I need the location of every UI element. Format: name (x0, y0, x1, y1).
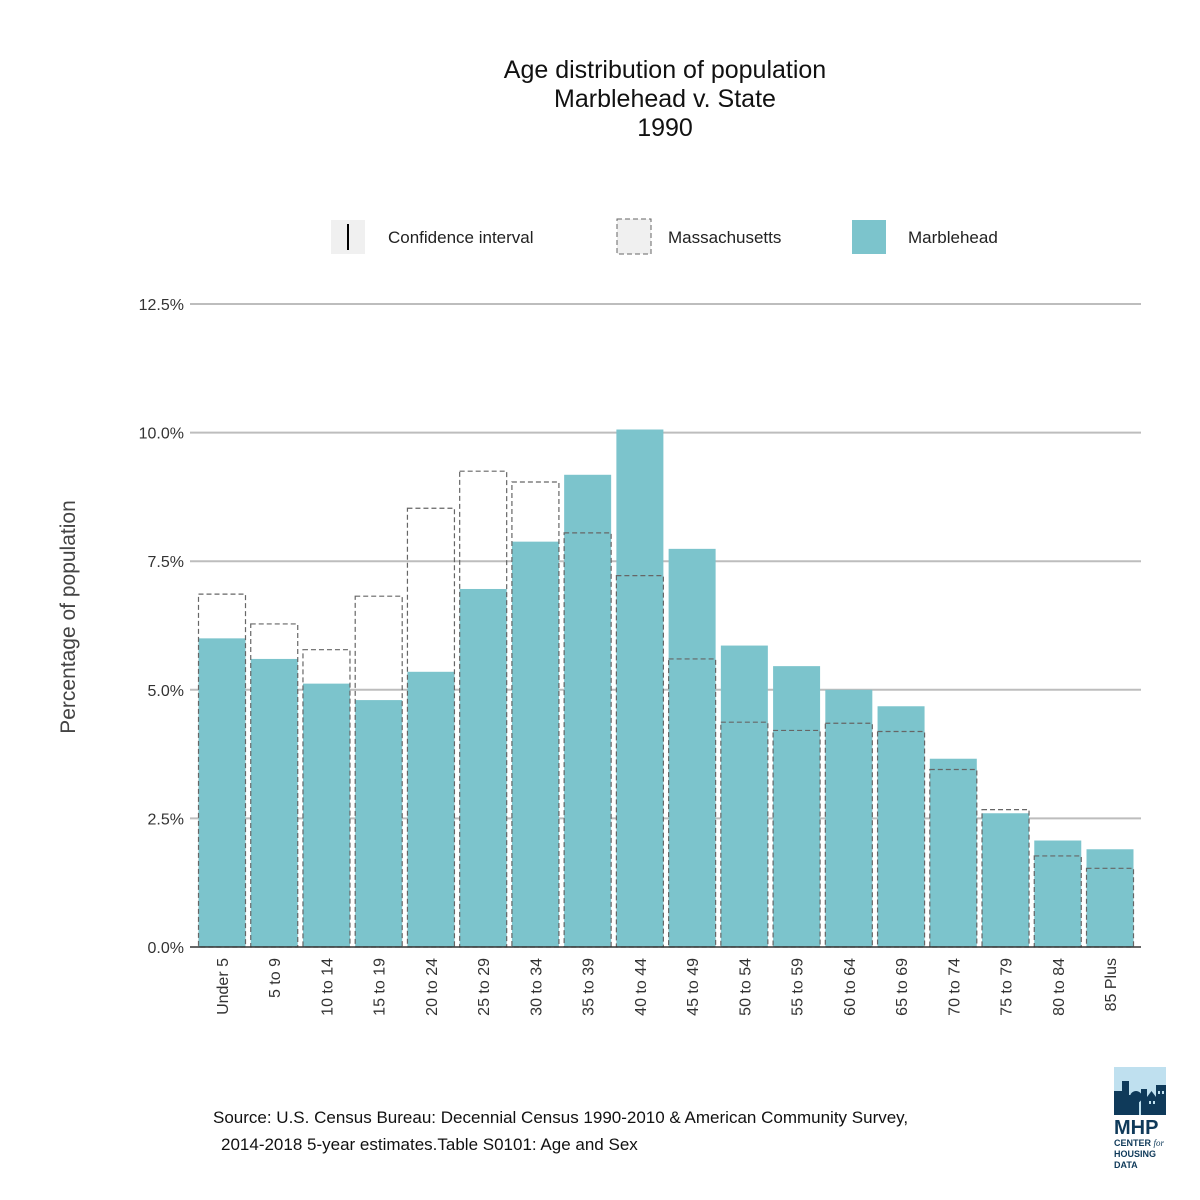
logo-sub2: HOUSING DATA (1114, 1149, 1157, 1170)
town-bar (302, 683, 350, 947)
town-bar (929, 758, 977, 947)
chart-title-line2: Marblehead v. State (554, 85, 776, 113)
legend: Confidence interval Massachusetts Marble… (331, 218, 998, 255)
logo-sub1-text: CENTER (1114, 1138, 1152, 1148)
legend-state-key (616, 218, 652, 255)
chart-title-line3: 1990 (637, 114, 693, 142)
legend-state-label: Massachusetts (668, 228, 781, 247)
town-bar (668, 548, 716, 947)
legend-ci-label: Confidence interval (388, 228, 534, 247)
town-bar (459, 588, 507, 947)
x-tick-label: 20 to 24 (424, 958, 441, 1016)
town-bar (407, 671, 455, 947)
state-bar (772, 729, 821, 948)
state-bar (354, 595, 403, 948)
skyline-icon (1114, 1067, 1166, 1115)
legend-town-key (852, 220, 886, 254)
x-tick-label: 70 to 74 (946, 958, 963, 1016)
x-tick-label: Under 5 (215, 958, 232, 1015)
state-bar (406, 507, 456, 948)
x-tick-label: 30 to 34 (528, 958, 545, 1016)
town-bar (773, 666, 821, 947)
x-tick-label: 15 to 19 (372, 958, 389, 1016)
state-bar (929, 768, 978, 948)
x-tick-label: 45 to 49 (685, 958, 702, 1016)
y-tick-label: 12.5% (139, 297, 184, 314)
x-tick-label: 35 to 39 (581, 958, 598, 1016)
y-tick-label: 2.5% (148, 811, 184, 828)
x-tick-label: 5 to 9 (267, 958, 284, 998)
town-bars (198, 429, 1134, 947)
x-tick-label: 80 to 84 (1051, 958, 1068, 1016)
x-tick-label: 65 to 69 (894, 958, 911, 1016)
town-bar (564, 474, 612, 947)
y-tick-label: 0.0% (148, 940, 184, 957)
town-bar (877, 706, 925, 947)
x-tick-label: 40 to 44 (633, 958, 650, 1016)
source-note: Source: U.S. Census Bureau: Decennial Ce… (213, 1104, 908, 1158)
legend-town-label: Marblehead (908, 228, 998, 247)
x-tick-label: 10 to 14 (319, 958, 336, 1016)
mhp-logo: MHP CENTER for HOUSING DATA (1114, 1067, 1166, 1171)
y-tick-label: 5.0% (148, 683, 184, 700)
chart-title: Age distribution of population Marblehea… (0, 56, 1200, 143)
logo-sub1: CENTER for (1114, 1138, 1166, 1149)
x-tick-label: 60 to 64 (842, 958, 859, 1016)
state-bar (981, 809, 1030, 948)
state-bar (876, 730, 926, 948)
source-line1: Source: U.S. Census Bureau: Decennial Ce… (213, 1108, 909, 1127)
town-bar (198, 638, 246, 947)
chart-title-line1: Age distribution of population (503, 56, 827, 84)
x-tick-label: 50 to 54 (737, 958, 754, 1016)
town-bar (1086, 849, 1134, 947)
town-bar (250, 658, 298, 947)
town-bar (720, 645, 768, 947)
y-tick-label: 10.0% (139, 426, 184, 443)
x-tick-labels: Under 5 5 to 9 10 to 14 15 to 19 20 to 24 25 … (215, 958, 1120, 1016)
state-bar (302, 649, 351, 948)
town-bar (511, 541, 559, 947)
x-tick-label: 25 to 29 (476, 958, 493, 1016)
town-bar (616, 429, 664, 947)
town-bar (982, 813, 1030, 947)
y-tick-label: 7.5% (148, 554, 184, 571)
town-bar (825, 689, 873, 947)
logo-name: MHP (1114, 1117, 1159, 1139)
town-bar (1034, 840, 1082, 947)
logo-sub1-italic: for (1153, 1138, 1165, 1148)
x-tick-label: 85 Plus (1103, 958, 1120, 1011)
source-line2: 2014-2018 5-year estimates.Table S0101: … (221, 1135, 638, 1154)
town-bar (355, 700, 403, 947)
x-tick-label: 75 to 79 (999, 958, 1016, 1016)
state-bar (1085, 867, 1135, 948)
y-axis-label: Percentage of population (57, 500, 80, 734)
x-tick-label: 55 to 59 (790, 958, 807, 1016)
y-tick-labels: 0.0% 2.5% 5.0% 7.5% 10.0% 12.5% (139, 297, 184, 957)
